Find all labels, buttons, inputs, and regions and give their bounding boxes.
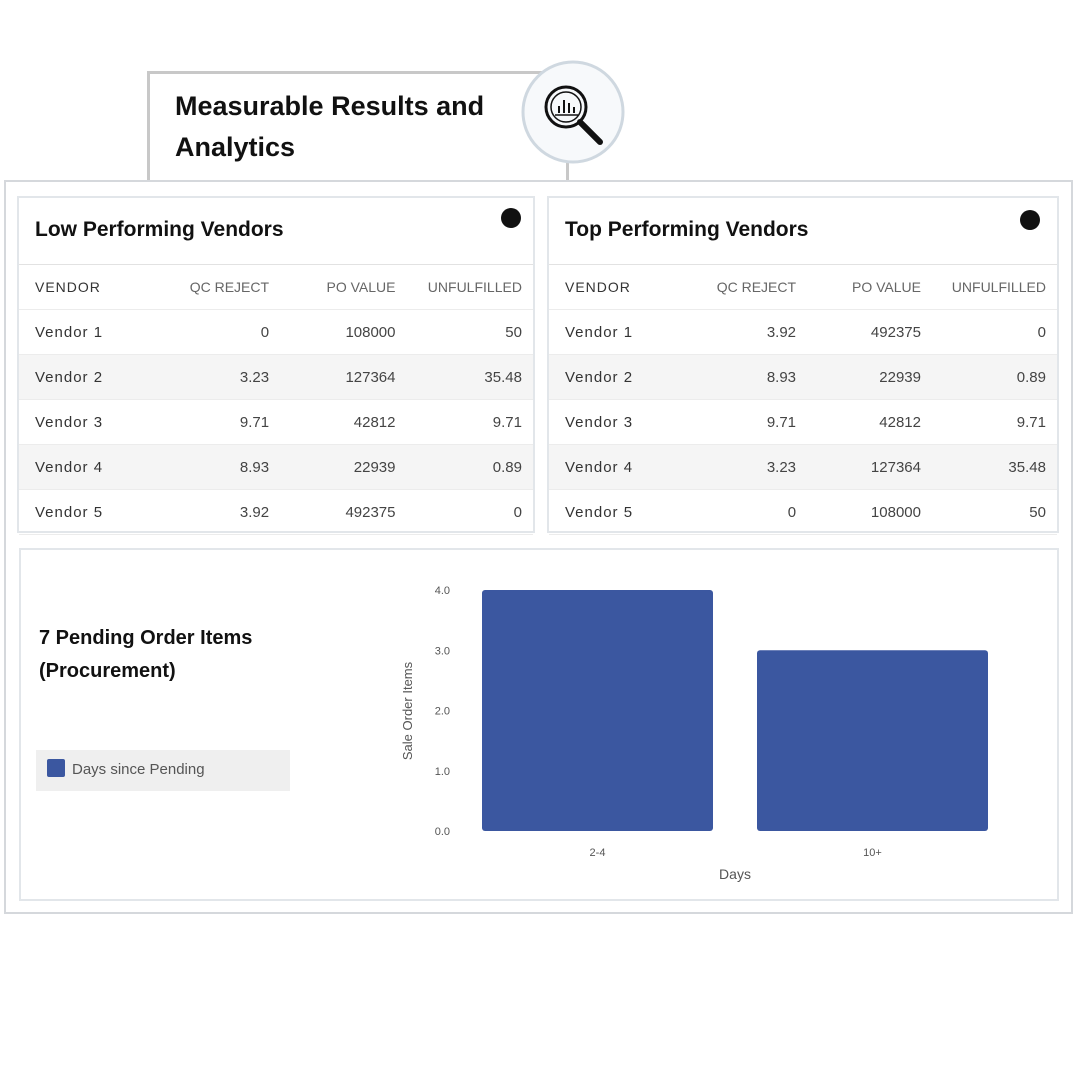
table-row: Vendor 4 3.23 127364 35.48	[549, 445, 1057, 490]
table-cell: 0	[513, 503, 522, 521]
table-cell: Vendor 2	[35, 368, 104, 386]
table-cell: 9.71	[239, 413, 270, 431]
table-cell: Vendor 1	[565, 323, 634, 341]
table-cell: Vendor 3	[565, 413, 634, 431]
top-vendors-panel: Top Performing Vendors VENDOR QC REJECT PO…	[547, 196, 1059, 535]
column-header: PO VALUE	[326, 279, 396, 295]
header-box	[147, 71, 569, 191]
table-cell: 127364	[870, 458, 921, 476]
column-header: VENDOR	[35, 279, 101, 295]
table-cell: 108000	[345, 323, 396, 341]
y-tick-label: 0.0	[435, 826, 450, 838]
legend-label: Days since Pending	[72, 761, 205, 778]
table-cell: 0	[260, 323, 270, 341]
column-header: QC REJECT	[716, 279, 797, 295]
table-cell: 22939	[353, 458, 396, 476]
table-cell: 50	[1029, 503, 1046, 521]
table-cell: Vendor 1	[35, 323, 104, 341]
y-tick-label: 2.0	[435, 706, 450, 718]
table-row: Vendor 3 9.71 42812 9.71	[19, 400, 533, 445]
table-cell: 3.23	[766, 458, 797, 476]
table-cell: 3.23	[239, 368, 270, 386]
table-cell: Vendor 5	[35, 503, 104, 521]
panel-title: Top Performing Vendors	[565, 218, 809, 241]
y-tick-label: 4.0	[435, 585, 450, 597]
table-cell: 50	[505, 323, 522, 341]
x-tick-label: 2-4	[590, 847, 606, 859]
table-row: Vendor 4 8.93 22939 0.89	[19, 445, 533, 490]
column-header: PO VALUE	[851, 279, 921, 295]
legend-swatch	[47, 759, 65, 777]
table-row: Vendor 2 8.93 22939 0.89	[549, 355, 1057, 400]
column-header: UNFULFILLED	[951, 279, 1046, 295]
table-cell: 3.92	[766, 323, 797, 341]
bar	[757, 650, 988, 831]
table-cell: 492375	[870, 323, 921, 341]
table: VENDOR QC REJECT PO VALUE UNFULFILLED Vendor…	[549, 264, 1057, 535]
x-tick-label: 10+	[863, 847, 882, 859]
table-row: Vendor 5 0 108000 50	[549, 490, 1057, 535]
low-vendors-panel: Low Performing Vendors VENDOR QC REJECT PO…	[17, 196, 535, 535]
y-tick-label: 3.0	[435, 645, 450, 657]
table-cell: 0.89	[1016, 368, 1046, 386]
chart-title: 7 Pending Order Items (Procurement)	[39, 627, 253, 682]
table-cell: 492375	[345, 503, 396, 521]
table-cell: 0	[787, 503, 797, 521]
table-row: Vendor 5 3.92 492375 0	[19, 490, 533, 535]
y-axis-label: Sale Order Items	[400, 661, 415, 760]
table-cell: 127364	[345, 368, 396, 386]
table-row: Vendor 1 0 108000 50	[19, 310, 533, 355]
analytics-icon	[521, 60, 625, 164]
table-cell: 8.93	[239, 458, 270, 476]
table-cell: 35.48	[484, 368, 522, 386]
table-header: VENDOR QC REJECT PO VALUE UNFULFILLED	[19, 265, 533, 310]
table-cell: 42812	[353, 413, 396, 431]
bar	[482, 590, 713, 831]
table-cell: Vendor 5	[565, 503, 634, 521]
table-row: Vendor 2 3.23 127364 35.48	[19, 355, 533, 400]
table-cell: 9.71	[1016, 413, 1046, 431]
table-cell: 9.71	[492, 413, 522, 431]
header-title: Measurable Results and Analytics	[175, 91, 485, 162]
refresh-button[interactable]	[501, 208, 521, 228]
column-header: UNFULFILLED	[427, 279, 522, 295]
table-cell: Vendor 4	[35, 458, 104, 476]
table-cell: 42812	[879, 413, 921, 431]
legend	[36, 750, 290, 791]
table-cell: Vendor 3	[35, 413, 104, 431]
table-cell: 108000	[870, 503, 921, 521]
table-cell: 35.48	[1008, 458, 1046, 476]
table-cell: 9.71	[766, 413, 797, 431]
y-tick-label: 1.0	[435, 766, 450, 778]
panel-title: Low Performing Vendors	[35, 218, 284, 241]
table-cell: Vendor 4	[565, 458, 634, 476]
table-cell: Vendor 2	[565, 368, 634, 386]
table: VENDOR QC REJECT PO VALUE UNFULFILLED Vendor…	[19, 264, 533, 535]
x-axis-label: Days	[719, 866, 751, 882]
table-cell: 22939	[879, 368, 921, 386]
refresh-button[interactable]	[1020, 210, 1040, 230]
table-cell: 8.93	[766, 368, 797, 386]
table-cell: 0	[1037, 323, 1046, 341]
table-cell: 3.92	[239, 503, 270, 521]
column-header: QC REJECT	[189, 279, 270, 295]
table-row: Vendor 1 3.92 492375 0	[549, 310, 1057, 355]
table-row: Vendor 3 9.71 42812 9.71	[549, 400, 1057, 445]
column-header: VENDOR	[565, 279, 631, 295]
table-header: VENDOR QC REJECT PO VALUE UNFULFILLED	[549, 265, 1057, 310]
table-cell: 0.89	[492, 458, 522, 476]
